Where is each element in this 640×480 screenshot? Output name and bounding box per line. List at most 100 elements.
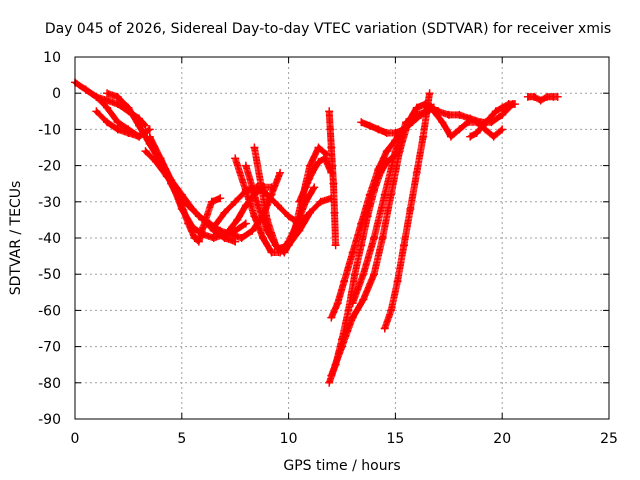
data-point [199, 215, 208, 224]
data-point [194, 237, 203, 246]
data-point [209, 223, 218, 232]
data-point [207, 197, 216, 206]
data-point [412, 168, 421, 177]
data-point [455, 125, 464, 134]
data-point [263, 215, 272, 224]
y-tick-label: 10 [43, 50, 61, 66]
chart-title: Day 045 of 2026, Sidereal Day-to-day VTE… [45, 21, 611, 37]
series-track-22 [429, 107, 507, 141]
data-point [423, 103, 432, 112]
data-point [263, 190, 272, 199]
data-point [145, 139, 154, 148]
data-point [92, 92, 101, 101]
data-point [455, 110, 464, 119]
data-point [188, 205, 197, 214]
data-point [320, 154, 329, 163]
data-point [231, 197, 240, 206]
data-point [393, 277, 402, 286]
data-point [250, 212, 259, 221]
data-point [220, 208, 229, 217]
y-tick-label: -90 [38, 412, 61, 428]
x-tick-label: 0 [71, 431, 80, 447]
data-point [365, 190, 374, 199]
series-track-14 [325, 107, 340, 250]
data-point [92, 107, 101, 116]
data-point [408, 118, 417, 127]
data-point [331, 241, 340, 250]
data-point [199, 223, 208, 232]
data-point [241, 201, 250, 210]
data-point [308, 168, 317, 177]
data-point [489, 132, 498, 141]
data-point [177, 201, 186, 210]
data-point [348, 313, 357, 322]
y-tick-label: -80 [38, 376, 61, 392]
data-point [216, 194, 225, 203]
data-point [184, 219, 193, 228]
data-point [233, 215, 242, 224]
data-point [124, 103, 133, 112]
data-point [220, 234, 229, 242]
data-point [365, 121, 374, 130]
x-tick-label: 5 [177, 431, 186, 447]
data-point [357, 219, 366, 228]
data-point [359, 295, 368, 304]
y-tick-label: -30 [38, 195, 61, 211]
y-tick-label: -70 [38, 340, 61, 356]
data-point [224, 226, 233, 235]
data-point [156, 157, 165, 166]
data-point [419, 132, 428, 141]
series-track-16 [327, 129, 404, 322]
data-point [370, 234, 379, 242]
data-point [357, 118, 366, 127]
y-tick-label: -40 [38, 231, 61, 247]
data-point [412, 103, 421, 112]
x-tick-label: 20 [493, 431, 511, 447]
data-point [327, 143, 336, 152]
data-point [382, 147, 391, 156]
data-point [103, 118, 112, 127]
data-point [444, 110, 453, 119]
data-point [359, 270, 368, 279]
series-track-19 [357, 103, 443, 138]
data-point [327, 371, 336, 380]
y-tick-label: 0 [52, 86, 61, 102]
y-tick-label: -20 [38, 159, 61, 175]
data-point [357, 241, 366, 250]
data-point [399, 125, 408, 134]
data-point [305, 208, 314, 217]
data-point [271, 241, 280, 250]
data-point [177, 190, 186, 199]
data-point [387, 306, 396, 315]
data-point [301, 183, 310, 192]
data-point [81, 85, 90, 94]
x-tick-label: 15 [386, 431, 404, 447]
series-track-12 [224, 183, 276, 235]
data-point [333, 299, 342, 308]
data-point [491, 107, 500, 116]
data-point [348, 299, 357, 308]
data-point [464, 118, 473, 127]
data-point [316, 197, 325, 206]
data-point [472, 129, 481, 138]
data-point [472, 118, 481, 127]
data-point [241, 186, 250, 195]
data-point [406, 205, 415, 214]
data-point [231, 237, 240, 246]
data-point [399, 241, 408, 250]
data-point [536, 96, 545, 105]
data-point [267, 248, 276, 257]
data-point [325, 107, 334, 116]
data-point [466, 132, 475, 141]
data-point [190, 234, 199, 242]
data-point [344, 306, 353, 315]
data-point [280, 248, 289, 257]
data-point [124, 129, 133, 138]
y-tick-label: -50 [38, 267, 61, 283]
x-axis-label: GPS time / hours [283, 458, 400, 474]
data-point [340, 277, 349, 286]
series-track-20 [380, 89, 434, 333]
data-point [374, 125, 383, 134]
